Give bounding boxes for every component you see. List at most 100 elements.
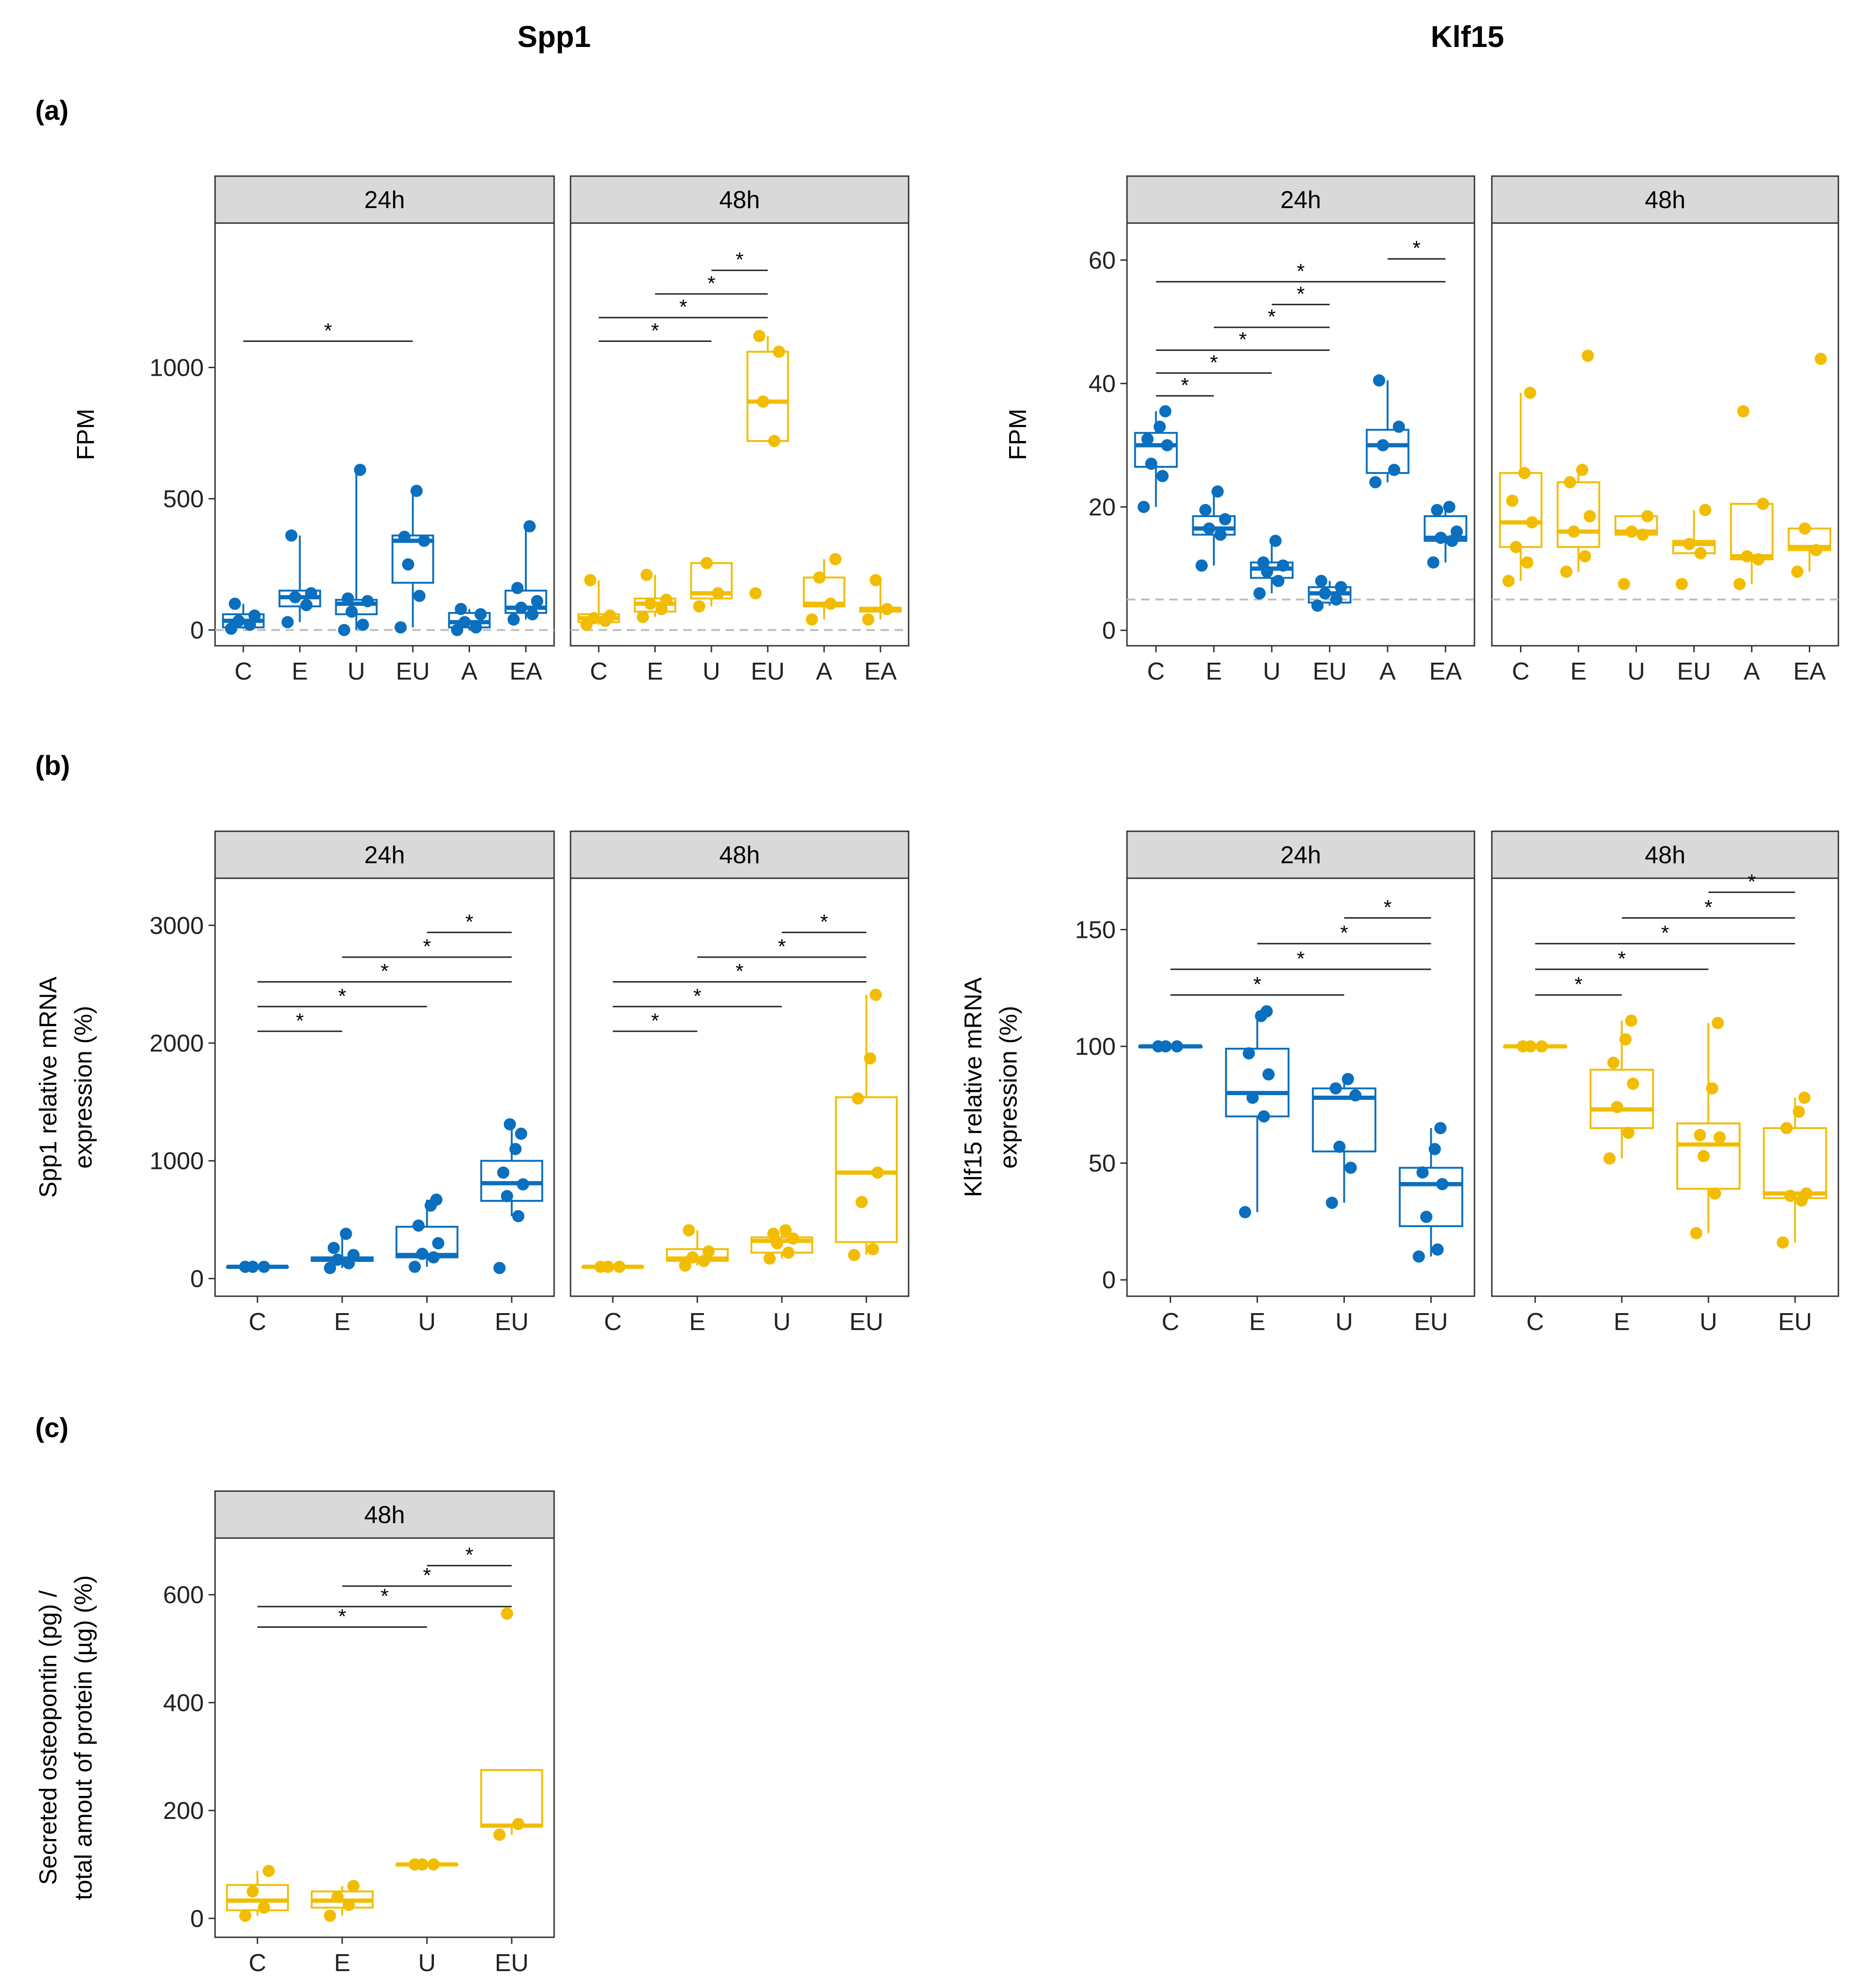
x-tick-label: A <box>816 658 833 685</box>
data-point <box>331 1890 344 1903</box>
box-C <box>226 1261 289 1273</box>
significance-star: * <box>679 295 687 318</box>
data-point <box>427 1858 440 1871</box>
chart-c_spp1: Secreted osteopontin (pg) / total amout o… <box>35 1490 555 1977</box>
x-tick-label: E <box>334 1949 350 1977</box>
x-tick-label: C <box>1526 1308 1544 1336</box>
data-point <box>1706 1082 1719 1095</box>
panel-border <box>214 1537 555 1938</box>
box-E <box>633 569 677 623</box>
data-point <box>771 1237 783 1250</box>
data-point <box>679 1259 691 1272</box>
data-point <box>1510 541 1522 553</box>
data-point <box>1564 476 1576 488</box>
significance-star: * <box>1748 870 1756 893</box>
data-point <box>1524 1040 1537 1052</box>
box-E <box>1590 1014 1654 1165</box>
column-title-spp1: Spp1 <box>517 20 591 54</box>
x-tick-label: C <box>1512 658 1530 685</box>
data-point <box>1153 420 1166 433</box>
box-EU <box>1763 1091 1828 1249</box>
data-point <box>1156 470 1169 482</box>
data-point <box>1427 556 1440 569</box>
data-point <box>1388 464 1400 476</box>
data-point <box>1603 1152 1616 1165</box>
data-point <box>345 605 358 618</box>
data-point <box>1203 522 1215 535</box>
box-EU <box>1398 1122 1464 1263</box>
significance-star: * <box>1296 282 1304 305</box>
x-tick-label: C <box>234 658 252 685</box>
x-tick-label: EA <box>1429 658 1462 685</box>
data-point <box>1792 1106 1805 1118</box>
data-point <box>757 395 769 408</box>
panel-label-b: (b) <box>35 750 70 781</box>
data-point <box>1675 578 1688 590</box>
data-point <box>427 1251 440 1264</box>
x-tick-label: U <box>1263 658 1281 685</box>
data-point <box>867 1243 879 1255</box>
data-point <box>515 601 527 614</box>
data-point <box>1694 1129 1706 1141</box>
box-A <box>802 553 846 626</box>
chart-b_klf15: Klf15 relative mRNA expression (%) 0 50 100 1… <box>960 830 1839 1336</box>
data-point <box>409 1261 421 1273</box>
x-tick-label: U <box>1335 1308 1353 1336</box>
facet-strip <box>1126 830 1475 879</box>
data-point <box>512 1818 525 1830</box>
data-point <box>347 1880 360 1892</box>
data-point <box>1814 353 1827 365</box>
significance-star: * <box>820 910 828 933</box>
facet-strip <box>214 175 555 224</box>
panel-border <box>1126 222 1475 647</box>
facet-strip-label: 24h <box>364 186 405 214</box>
box-iqr <box>1225 1047 1290 1118</box>
data-point <box>501 1190 513 1202</box>
box-EU <box>1672 503 1716 590</box>
y-tick-label: 40 <box>1088 371 1116 398</box>
significance-star: * <box>1661 921 1669 944</box>
data-point <box>1434 1122 1447 1135</box>
y-tick-label: 1000 <box>149 354 204 381</box>
data-point <box>1159 405 1172 418</box>
data-point <box>1311 599 1324 612</box>
significance-star: * <box>1253 973 1261 996</box>
data-point <box>870 989 882 1001</box>
x-tick-label: EU <box>1778 1308 1812 1336</box>
data-point <box>1214 528 1227 541</box>
data-point <box>1211 485 1224 498</box>
data-point <box>458 616 471 628</box>
y-axis-label: FPM <box>1004 409 1032 460</box>
data-point <box>493 1261 506 1274</box>
data-point <box>1502 575 1515 588</box>
panel-border <box>214 222 555 647</box>
data-point <box>1709 1187 1721 1200</box>
x-tick-label: E <box>1570 658 1587 685</box>
facet-strip <box>570 830 910 879</box>
data-point <box>338 624 350 636</box>
data-point <box>753 330 765 342</box>
data-point <box>848 1249 860 1261</box>
data-point <box>244 619 256 631</box>
significance-star: * <box>735 960 743 983</box>
data-point <box>1242 1047 1255 1060</box>
facet-strip-label: 48h <box>364 1501 405 1529</box>
significance-star: * <box>380 1585 388 1608</box>
box-A <box>448 603 491 636</box>
significance-star: * <box>423 935 431 958</box>
data-point <box>1810 544 1822 557</box>
data-point <box>856 1196 868 1208</box>
data-point <box>361 595 374 607</box>
panel-border <box>1126 877 1475 1297</box>
data-point <box>1377 439 1389 451</box>
data-point <box>247 1885 259 1898</box>
data-point <box>1269 534 1282 547</box>
data-point <box>1699 503 1712 516</box>
x-tick-label: E <box>334 1308 350 1336</box>
box-iqr <box>746 350 789 442</box>
